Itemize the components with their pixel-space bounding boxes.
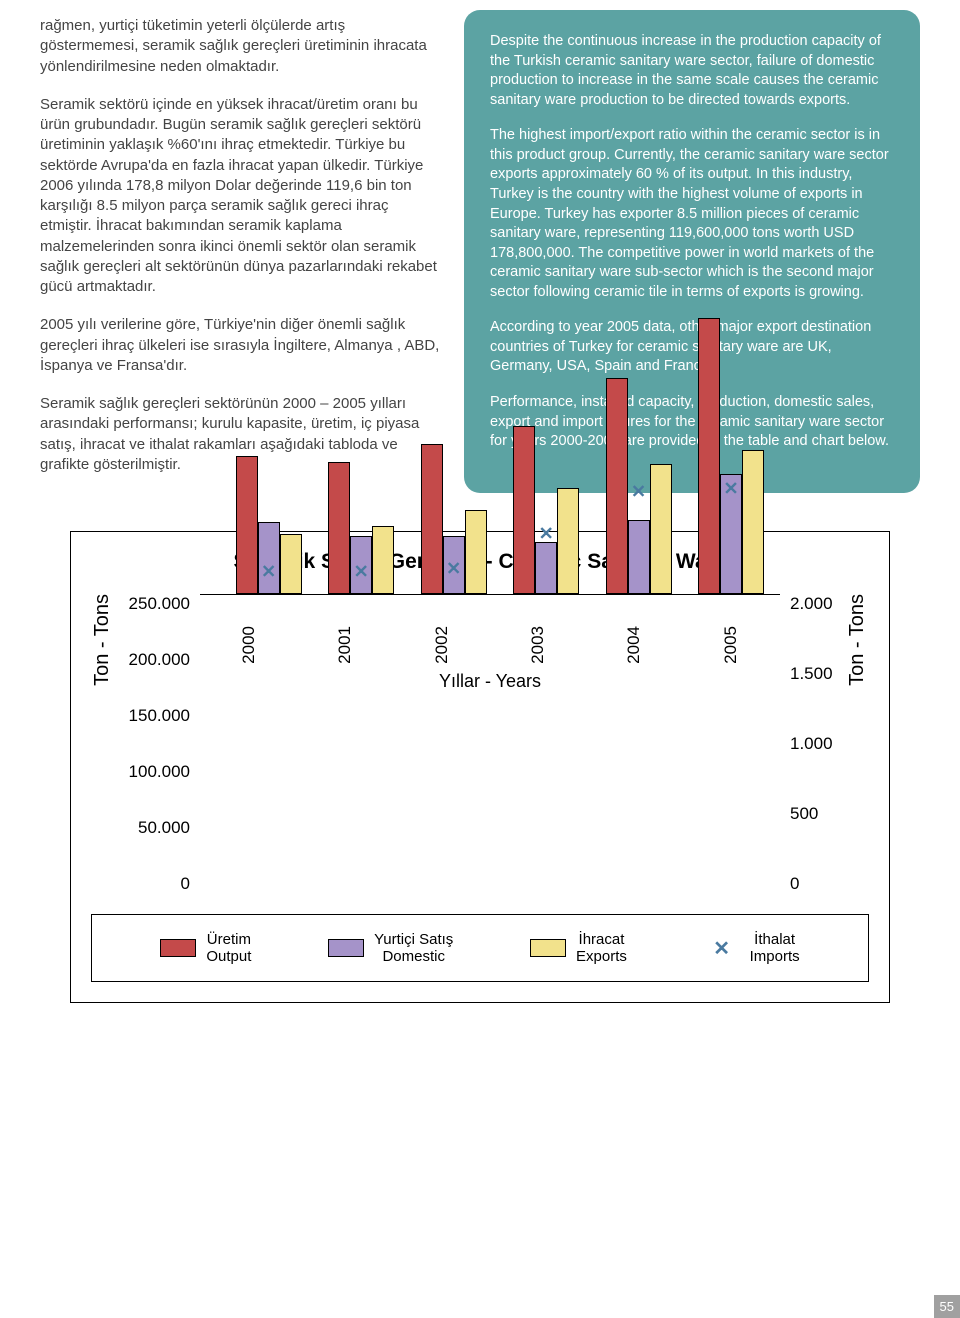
legend-ihracat: İhracat Exports [530, 931, 627, 965]
legend-yurtici: Yurtiçi Satış Domestic [328, 931, 453, 965]
left-p2: Seramik sektörü içinde en yüksek ihracat… [40, 95, 444, 298]
y-right-tick: 500 [790, 804, 840, 824]
bar-uretim [606, 378, 628, 594]
right-p3: According to year 2005 data, other major… [490, 318, 894, 377]
x-tick-label: 2003 [528, 626, 548, 664]
legend-label-ihracat: İhracat Exports [576, 931, 627, 965]
x-tick-label: 2000 [239, 626, 259, 664]
left-column: rağmen, yurtiçi tüketimin yeterli ölçüle… [40, 10, 444, 493]
legend-label-ithalat: İthalat Imports [750, 931, 800, 965]
bar-ihracat [280, 534, 302, 594]
ithalat-marker: ✕ [354, 561, 369, 582]
year-group [698, 318, 764, 594]
y-right-axis-label: Ton - Tons [846, 594, 869, 686]
x-tick-labels: 2000 2001 2002 2003 2004 2005 [201, 626, 779, 664]
legend-swatch-yurtici [328, 939, 364, 957]
y-right-tick: 0 [790, 874, 840, 894]
y-left-ticks: 250.000 200.000 150.000 100.000 50.000 0 [120, 594, 200, 894]
legend-label-yurtici: Yurtiçi Satış Domestic [374, 931, 453, 965]
legend-label-uretim: Üretim Output [206, 931, 251, 965]
right-p2: The highest import/export ratio within t… [490, 126, 894, 302]
y-right-tick: 1.000 [790, 734, 840, 754]
legend-swatch-ihracat [530, 939, 566, 957]
x-axis-label: Yıllar - Years [200, 671, 780, 692]
bar-ihracat [557, 488, 579, 594]
x-tick-label: 2002 [432, 626, 452, 664]
bar-uretim [421, 444, 443, 594]
y-left-tick: 50.000 [120, 818, 190, 838]
ithalat-marker: ✕ [446, 558, 461, 579]
y-right-tick: 2.000 [790, 594, 840, 614]
chart-legend: Üretim Output Yurtiçi Satış Domestic İhr… [91, 914, 869, 982]
plot-area: 200020012002200320042005 ✕✕✕✕✕✕ [200, 594, 780, 595]
y-left-axis-label: Ton - Tons [91, 594, 114, 686]
left-p1: rağmen, yurtiçi tüketimin yeterli ölçüle… [40, 16, 444, 77]
text-columns: rağmen, yurtiçi tüketimin yeterli ölçüle… [40, 10, 920, 493]
left-p3: 2005 yılı verilerine göre, Türkiye'nin d… [40, 315, 444, 376]
bar-yurtici [258, 522, 280, 594]
y-left-tick: 0 [120, 874, 190, 894]
x-tick-label: 2005 [721, 626, 741, 664]
bar-ihracat [650, 464, 672, 594]
chart-wrapper: Ton - Tons 250.000 200.000 150.000 100.000 5… [91, 594, 869, 894]
bar-yurtici [535, 542, 557, 594]
chart-container: Seramik Sağlık Gereçleri - Ceramic Sanit… [70, 531, 890, 1003]
y-left-tick: 200.000 [120, 650, 190, 670]
year-group [513, 426, 579, 594]
bar-uretim [236, 456, 258, 594]
right-column-box: Despite the continuous increase in the p… [464, 10, 920, 493]
ithalat-marker: ✕ [724, 479, 739, 500]
bar-uretim [513, 426, 535, 594]
bar-yurtici [628, 520, 650, 594]
ithalat-marker: ✕ [261, 561, 276, 582]
y-right-ticks: 2.000 1.500 1.000 500 0 [780, 594, 840, 894]
bar-uretim [698, 318, 720, 594]
y-right-tick: 1.500 [790, 664, 840, 684]
bar-ihracat [742, 450, 764, 594]
legend-uretim: Üretim Output [160, 931, 251, 965]
ithalat-marker: ✕ [539, 524, 554, 545]
x-tick-label: 2004 [624, 626, 644, 664]
bar-uretim [328, 462, 350, 594]
right-p1: Despite the continuous increase in the p… [490, 32, 894, 110]
bar-ihracat [372, 526, 394, 594]
y-left-tick: 150.000 [120, 706, 190, 726]
legend-swatch-uretim [160, 939, 196, 957]
y-left-tick: 100.000 [120, 762, 190, 782]
plot-column: 200020012002200320042005 ✕✕✕✕✕✕ Yıllar -… [200, 594, 780, 692]
legend-ithalat: ✕ İthalat Imports [704, 931, 800, 965]
bar-ihracat [465, 510, 487, 594]
y-left-tick: 250.000 [120, 594, 190, 614]
legend-marker-ithalat: ✕ [704, 936, 740, 961]
ithalat-marker: ✕ [631, 482, 646, 503]
page-number: 55 [934, 1295, 960, 1318]
x-tick-label: 2001 [335, 626, 355, 664]
